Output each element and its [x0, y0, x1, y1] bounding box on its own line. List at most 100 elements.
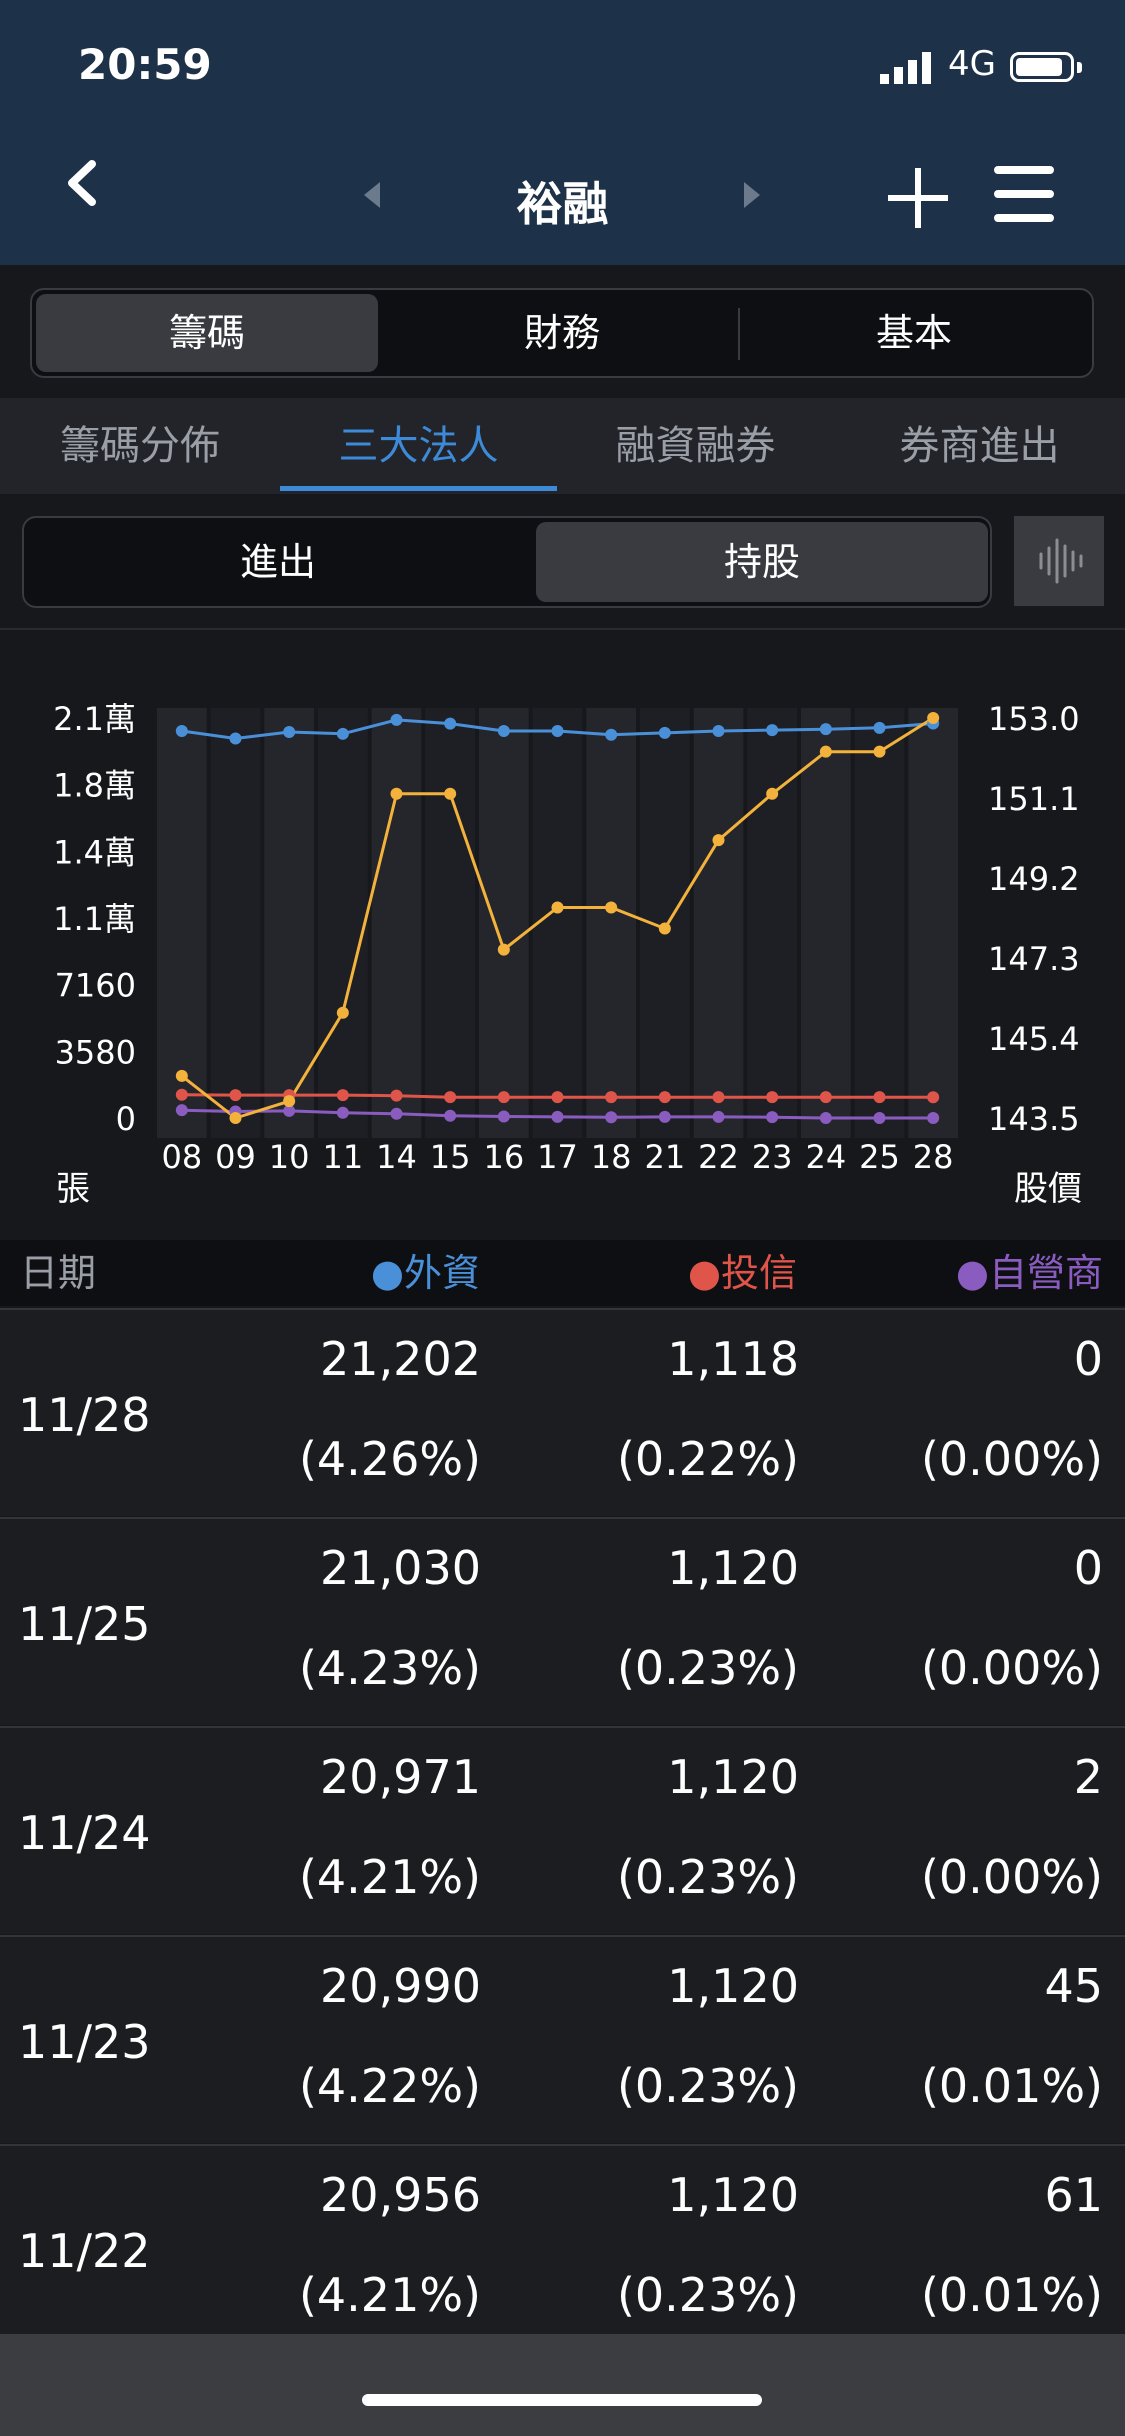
foreign-shares: 20,956 — [320, 2168, 481, 2222]
series-point — [658, 1110, 671, 1123]
trust-shares: 1,120 — [667, 1750, 799, 1804]
series-point — [390, 713, 403, 726]
segment-basic[interactable]: 基本 — [875, 311, 952, 355]
table-row[interactable]: 11/25 21,030 (4.23%) 1,120 (0.23%) 0 (0.… — [0, 1517, 1125, 1725]
x-axis-tick: 28 — [913, 1138, 954, 1176]
foreign-percent: (4.26%) — [298, 1432, 481, 1486]
series-point — [766, 724, 779, 737]
trust-percent: (0.23%) — [616, 2059, 799, 2113]
left-axis-tick: 1.4萬 — [53, 833, 136, 871]
chart-column-band — [854, 708, 905, 1138]
right-axis-tick: 145.4 — [988, 1020, 1080, 1058]
series-point — [927, 1091, 940, 1104]
x-axis-tick: 14 — [376, 1138, 417, 1176]
series-point — [819, 723, 832, 736]
series-point — [712, 1110, 725, 1123]
left-axis-tick: 7160 — [55, 967, 136, 1005]
tab-broker-flow[interactable]: 券商進出 — [899, 423, 1060, 469]
series-point — [497, 725, 510, 738]
segment-chips[interactable]: 籌碼 — [36, 294, 378, 372]
series-point — [229, 732, 242, 745]
left-axis-tick: 2.1萬 — [53, 700, 136, 738]
series-point — [444, 787, 457, 800]
left-axis-tick: 3580 — [55, 1033, 136, 1071]
series-point — [766, 787, 779, 800]
tab-margin-trading[interactable]: 融資融券 — [615, 423, 776, 469]
series-point — [927, 712, 940, 724]
left-axis-tick: 1.1萬 — [53, 900, 136, 938]
row-date: 11/28 — [18, 1388, 151, 1442]
active-tab-indicator — [280, 486, 557, 491]
foreign-shares: 20,990 — [320, 1959, 481, 2013]
series-point — [605, 1091, 618, 1104]
series-point — [283, 725, 296, 738]
trust-shares: 1,120 — [667, 1541, 799, 1595]
table-row[interactable]: 11/22 20,956 (4.21%) 1,120 (0.23%) 61 (0… — [0, 2144, 1125, 2352]
back-button[interactable] — [60, 160, 106, 206]
series-point — [712, 725, 725, 738]
series-point — [390, 787, 403, 800]
series-point — [712, 1091, 725, 1104]
battery-icon — [1010, 52, 1074, 82]
table-row[interactable]: 11/28 21,202 (4.26%) 1,118 (0.22%) 0 (0.… — [0, 1308, 1125, 1516]
series-point — [229, 1112, 242, 1124]
series-point — [283, 1104, 296, 1117]
segment-holdings[interactable]: 持股 — [536, 522, 988, 602]
dealer-percent: (0.00%) — [920, 1850, 1103, 1904]
tab-institutional[interactable]: 三大法人 — [338, 423, 499, 469]
right-axis-label: 股價 — [1014, 1169, 1082, 1209]
app-header — [0, 0, 1125, 265]
series-point — [336, 1006, 349, 1019]
previous-stock-button[interactable] — [362, 182, 382, 208]
x-axis-tick: 23 — [752, 1138, 793, 1176]
series-point — [229, 1089, 242, 1102]
series-point — [336, 727, 349, 740]
x-axis-tick: 08 — [161, 1138, 202, 1176]
series-point — [444, 1109, 457, 1122]
segment-finance[interactable]: 財務 — [523, 311, 600, 355]
waveform-icon[interactable] — [1014, 516, 1104, 606]
x-axis-tick: 17 — [537, 1138, 578, 1176]
network-type: 4G — [948, 44, 996, 84]
chart-column-band — [371, 708, 422, 1138]
x-axis-tick: 11 — [322, 1138, 363, 1176]
x-axis-tick: 24 — [805, 1138, 846, 1176]
dealer-percent: (0.00%) — [920, 1432, 1103, 1486]
x-axis-tick: 16 — [483, 1138, 524, 1176]
header-foreign: ●外資 — [371, 1240, 480, 1306]
x-axis-tick: 15 — [430, 1138, 471, 1176]
series-point — [175, 1088, 188, 1101]
foreign-shares: 20,971 — [320, 1750, 481, 1804]
series-point — [873, 1091, 886, 1104]
series-point — [819, 1091, 832, 1104]
right-axis-tick: 143.5 — [988, 1100, 1080, 1138]
home-indicator[interactable] — [362, 2394, 762, 2406]
chart-column-band — [801, 708, 851, 1138]
header-trust-label: 投信 — [720, 1251, 797, 1295]
next-stock-button[interactable] — [742, 182, 762, 208]
series-point — [551, 901, 564, 914]
trust-percent: (0.22%) — [616, 1432, 799, 1486]
dealer-shares: 45 — [1044, 1959, 1103, 2013]
chart-column-band — [693, 708, 744, 1138]
row-date: 11/22 — [18, 2224, 151, 2278]
hold-segmented-control: 進出 持股 — [22, 516, 992, 608]
left-axis-tick: 1.8萬 — [53, 767, 136, 805]
segment-in-out[interactable]: 進出 — [239, 540, 316, 584]
segment-divider — [738, 308, 740, 360]
table-row[interactable]: 11/23 20,990 (4.22%) 1,120 (0.23%) 45 (0… — [0, 1935, 1125, 2143]
right-axis-tick: 153.0 — [988, 700, 1080, 738]
series-point — [605, 728, 618, 741]
right-axis-tick: 147.3 — [988, 940, 1080, 978]
add-watchlist-button[interactable] — [888, 168, 948, 228]
foreign-percent: (4.22%) — [298, 2059, 481, 2113]
foreign-dot: ● — [370, 1251, 404, 1295]
menu-button[interactable] — [994, 166, 1054, 228]
series-point — [605, 1111, 618, 1124]
right-axis-tick: 149.2 — [988, 860, 1080, 898]
series-point — [658, 726, 671, 739]
tab-chip-distribution[interactable]: 籌碼分佈 — [60, 423, 220, 469]
series-point — [497, 943, 510, 956]
table-row[interactable]: 11/24 20,971 (4.21%) 1,120 (0.23%) 2 (0.… — [0, 1726, 1125, 1934]
header-date: 日期 — [20, 1251, 97, 1295]
